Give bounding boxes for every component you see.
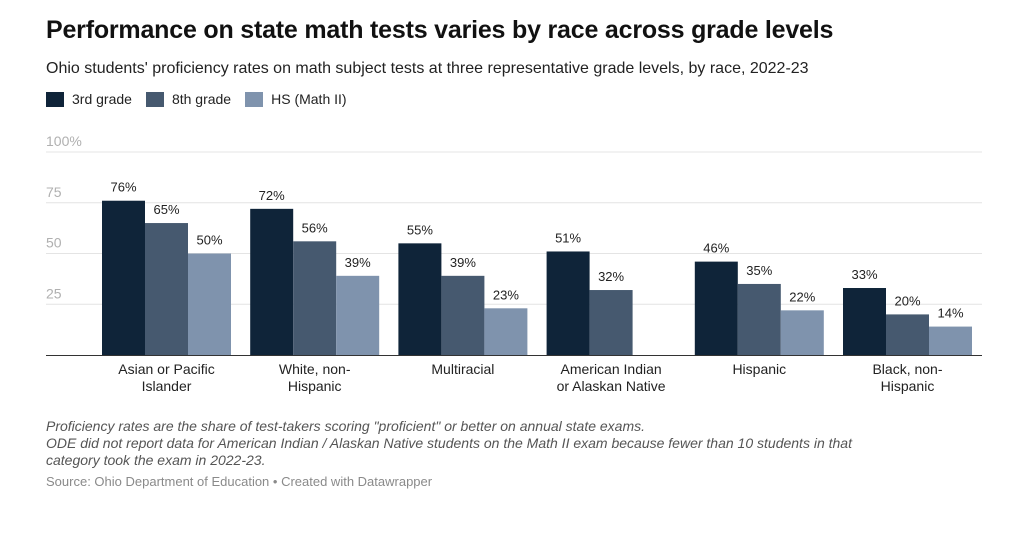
data-label: 20% xyxy=(894,293,920,308)
data-label: 33% xyxy=(851,267,877,282)
x-category-label: Hispanic xyxy=(732,361,786,377)
x-category-label-line: Hispanic xyxy=(881,378,935,394)
data-label: 14% xyxy=(937,306,963,321)
x-category-label-line: Asian or Pacific xyxy=(118,361,214,377)
legend-swatch-8th-grade xyxy=(145,91,164,107)
legend-swatch-hs-math-ii xyxy=(245,91,264,107)
legend-swatch-3rd-grade xyxy=(46,91,64,107)
note-line-3: category took the exam in 2022-23. xyxy=(46,452,266,468)
data-label: 35% xyxy=(746,263,772,278)
x-category-label: Black, non-Hispanic xyxy=(872,361,942,394)
data-label: 46% xyxy=(703,241,729,256)
legend-label-8th-grade: 8th grade xyxy=(171,91,232,107)
y-tick-label: 100% xyxy=(46,133,82,149)
chart-title: Performance on state math tests varies b… xyxy=(46,16,834,44)
x-category-label-line: Islander xyxy=(142,378,192,394)
bar-chart: 25 50 75 100% 76% 65% 50% Asian or Pacific Islan… xyxy=(46,133,982,394)
x-category-label: Multiracial xyxy=(431,361,494,377)
bar xyxy=(188,253,231,355)
bar xyxy=(843,288,886,355)
x-category-label-line: Hispanic xyxy=(288,378,342,394)
x-category-label-line: or Alaskan Native xyxy=(557,378,666,394)
y-tick-label: 25 xyxy=(46,285,62,301)
bar xyxy=(780,310,824,355)
data-label: 65% xyxy=(153,202,179,217)
bar xyxy=(441,275,485,355)
bar xyxy=(694,261,738,355)
bar xyxy=(886,314,929,355)
x-category-label-line: Multiracial xyxy=(431,361,494,377)
note-line-1: Proficiency rates are the share of test-… xyxy=(46,418,646,434)
y-tick-label: 50 xyxy=(46,235,62,251)
chart-notes: Proficiency rates are the share of test-… xyxy=(46,418,976,469)
data-label: 50% xyxy=(196,233,222,248)
data-label: 22% xyxy=(789,289,815,304)
x-category-label-line: American Indian xyxy=(561,361,662,377)
bar xyxy=(589,290,633,355)
data-label: 39% xyxy=(345,255,371,270)
legend-item-3rd-grade: 3rd grade xyxy=(46,91,132,107)
bar xyxy=(737,283,781,355)
data-label: 51% xyxy=(555,230,581,245)
legend-label-3rd-grade: 3rd grade xyxy=(72,91,132,107)
x-category-label: White, non-Hispanic xyxy=(279,361,351,394)
label-layer: 25 50 75 100% 76% 65% 50% Asian or Pacific Islan… xyxy=(46,133,964,394)
note-line-2: ODE did not report data for American Ind… xyxy=(46,435,852,451)
data-label: 32% xyxy=(598,269,624,284)
bar xyxy=(145,223,188,355)
data-label: 23% xyxy=(493,287,519,302)
chart-subtitle: Ohio students' proficiency rates on math… xyxy=(46,60,809,77)
data-label: 72% xyxy=(259,188,285,203)
legend-label-hs-math-ii: HS (Math II) xyxy=(271,91,347,107)
data-label: 76% xyxy=(110,180,136,195)
x-category-label: American Indian or Alaskan Native xyxy=(557,361,666,394)
y-tick-label: 75 xyxy=(46,184,62,200)
bar xyxy=(546,251,590,355)
bar xyxy=(336,275,380,355)
bar xyxy=(250,208,294,355)
data-label: 39% xyxy=(450,255,476,270)
x-category-label-line: Hispanic xyxy=(732,361,786,377)
bar xyxy=(929,326,972,355)
legend-item-8th-grade: 8th grade xyxy=(145,91,232,107)
x-category-label-line: Black, non- xyxy=(872,361,942,377)
x-category-label: Asian or Pacific Islander xyxy=(118,361,214,394)
bar xyxy=(398,243,442,355)
bar xyxy=(484,308,528,355)
bar-layer xyxy=(102,200,972,355)
x-category-label-line: White, non- xyxy=(279,361,351,377)
bar xyxy=(102,200,145,355)
legend: 3rd grade 8th grade HS (Math II) xyxy=(46,90,361,108)
data-label: 55% xyxy=(407,222,433,237)
data-label: 56% xyxy=(302,220,328,235)
chart-source: Source: Ohio Department of Education • C… xyxy=(46,474,433,489)
legend-item-hs-math-ii: HS (Math II) xyxy=(245,91,347,107)
bar xyxy=(293,241,337,355)
